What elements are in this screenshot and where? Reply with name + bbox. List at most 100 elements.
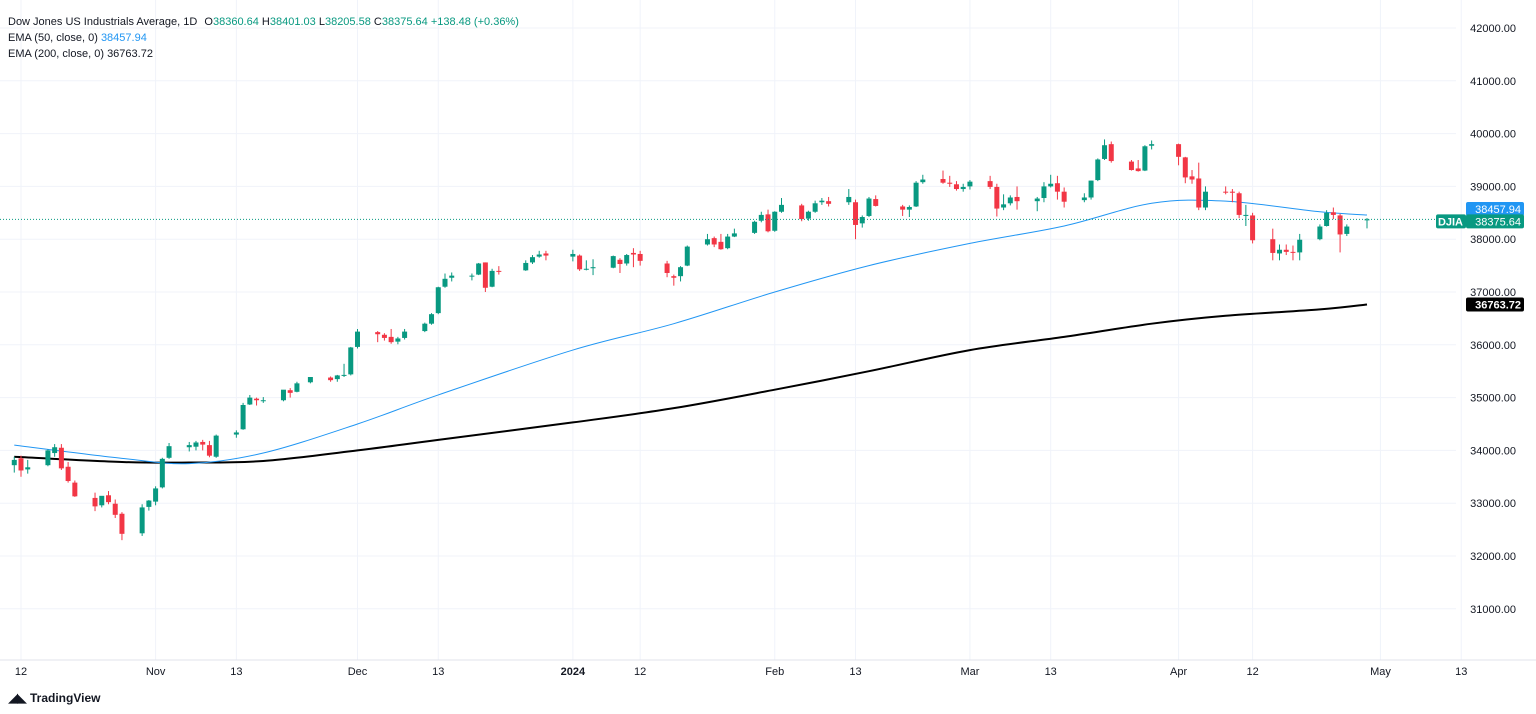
y-tick-label: 37000.00 [1470, 287, 1516, 299]
candle-body [900, 206, 906, 210]
candle-body [1337, 215, 1343, 235]
candle [99, 495, 105, 508]
candle-body [58, 447, 64, 469]
candle-body [987, 181, 993, 187]
ema50-legend-row[interactable]: EMA (50, close, 0) 38457.94 [8, 30, 519, 46]
candle-body [725, 236, 731, 249]
candle [725, 233, 731, 250]
candle [280, 389, 286, 402]
candle-body [496, 270, 502, 272]
candle [328, 376, 334, 382]
candle-body [1054, 183, 1060, 192]
candle-body [543, 253, 549, 256]
candle-body [866, 198, 872, 216]
candle [913, 181, 919, 207]
candle-body [1270, 239, 1276, 253]
candle-body [704, 239, 710, 245]
candle [799, 203, 805, 222]
candle-body [92, 497, 98, 507]
candle-body [112, 503, 118, 515]
candle [1142, 145, 1148, 172]
grid [0, 0, 1536, 661]
candle-body [213, 435, 219, 457]
candle [543, 250, 549, 261]
candle-body [11, 459, 17, 466]
candle-body [1223, 191, 1229, 193]
candle [577, 254, 583, 271]
candle [1001, 194, 1007, 211]
tradingview-brand[interactable]: ◢◣ TradingView [8, 690, 100, 706]
candle-body [960, 186, 966, 190]
candle [1081, 193, 1087, 203]
candle-body [536, 254, 542, 257]
ohlc-legend-row[interactable]: Dow Jones US Industrials Average, 1D O38… [8, 14, 519, 30]
low-label: L [318, 16, 325, 28]
candle-body [1034, 198, 1040, 202]
candle-body [25, 467, 31, 470]
candle [65, 462, 71, 483]
candle-body [1142, 146, 1148, 171]
candle [873, 195, 879, 207]
candle [765, 209, 771, 233]
candle-body [1061, 191, 1067, 202]
y-tick-label: 36000.00 [1470, 340, 1516, 352]
candle-body [1041, 186, 1047, 199]
candle-body [260, 400, 266, 402]
ema200-line [14, 303, 1368, 464]
candle-body [630, 252, 636, 255]
candle [536, 250, 542, 258]
candle [1007, 195, 1013, 206]
ema200-legend-row[interactable]: EMA (200, close, 0) 36763.72 [8, 46, 519, 62]
candle [1182, 156, 1188, 184]
candle-body [186, 445, 192, 448]
y-tick-label: 42000.00 [1470, 23, 1516, 35]
candle [812, 200, 818, 213]
candle-body [153, 488, 159, 502]
candle [630, 248, 636, 268]
candle [1243, 204, 1249, 226]
chart-legend: Dow Jones US Industrials Average, 1D O38… [8, 14, 519, 62]
candle [718, 233, 724, 250]
candle-body [1135, 168, 1141, 172]
candle-body [1283, 249, 1289, 252]
candle-body [1007, 197, 1013, 204]
candle-body [805, 211, 811, 219]
candle [375, 331, 381, 343]
candle-body [664, 263, 670, 273]
candle [1034, 196, 1040, 212]
candle-body [1149, 144, 1155, 146]
candle-body [139, 507, 145, 534]
candle [1189, 170, 1195, 184]
candle [105, 491, 111, 505]
candle-body [280, 389, 286, 401]
candle-body [469, 275, 475, 277]
candle-body [994, 186, 1000, 209]
candle [45, 449, 51, 467]
candle [1108, 141, 1114, 163]
candle [381, 333, 387, 341]
y-tick-label: 33000.00 [1470, 498, 1516, 510]
candle [200, 439, 206, 451]
candle-body [65, 466, 71, 482]
candle-body [1236, 193, 1242, 215]
candle [1095, 158, 1101, 182]
candle [1048, 174, 1054, 188]
candle-body [523, 262, 529, 271]
candle [846, 189, 852, 205]
candle [1317, 224, 1323, 241]
y-tick-label: 35000.00 [1470, 393, 1516, 405]
change-value: +138.48 (+0.36%) [430, 16, 519, 28]
candle [953, 181, 959, 191]
candle-body [637, 253, 643, 261]
y-tick-label: 39000.00 [1470, 181, 1516, 193]
x-tick-label: Nov [146, 666, 166, 678]
candle-body [947, 182, 953, 184]
candle [1135, 160, 1141, 172]
x-tick-label: Apr [1170, 666, 1187, 678]
y-tick-label: 32000.00 [1470, 551, 1516, 563]
candle [1270, 228, 1276, 261]
candle-body [765, 214, 771, 232]
candle [1196, 162, 1202, 211]
candle [422, 322, 428, 333]
